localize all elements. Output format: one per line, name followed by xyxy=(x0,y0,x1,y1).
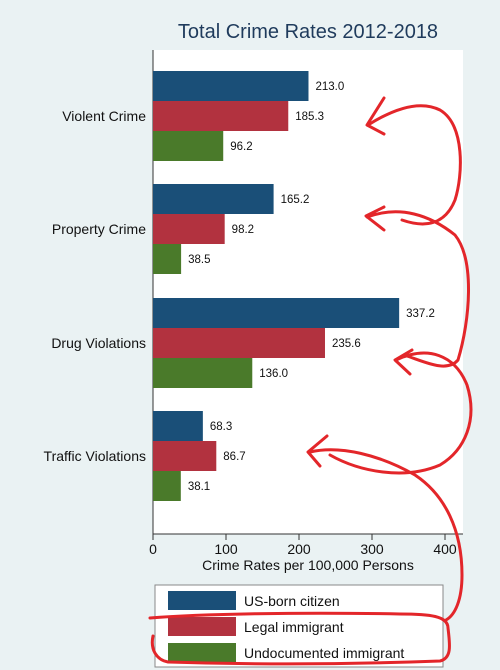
x-tick-label-200: 200 xyxy=(287,541,311,557)
red-annotations xyxy=(148,96,473,666)
category-labels: Violent Crime Property Crime Drug Violatio… xyxy=(44,108,147,464)
value-label-violent-crime-undocumented-immigrant: 96.2 xyxy=(230,141,252,153)
value-label-violent-crime-legal-immigrant: 185.3 xyxy=(295,111,324,123)
value-label-property-crime-legal-immigrant: 98.2 xyxy=(232,224,254,236)
arrow-to-drug-violations xyxy=(328,348,473,475)
value-label-property-crime-us-born-citizen: 165.2 xyxy=(281,194,310,206)
x-ticks: 0 100 200 300 400 xyxy=(149,534,457,557)
x-tick-label-0: 0 xyxy=(149,541,157,557)
value-label-drug-violations-undocumented-immigrant: 136.0 xyxy=(259,368,288,380)
legend-swatch-us-born-citizen xyxy=(168,591,236,610)
bar-traffic-violations-undocumented-immigrant xyxy=(153,471,181,501)
value-label-drug-violations-us-born-citizen: 337.2 xyxy=(406,308,435,320)
legend-swatch-undocumented-immigrant xyxy=(168,643,236,662)
value-label-drug-violations-legal-immigrant: 235.6 xyxy=(332,338,361,350)
x-tick-label-100: 100 xyxy=(214,541,238,557)
legend-label-us-born-citizen: US-born citizen xyxy=(244,593,340,609)
bar-drug-violations-legal-immigrant xyxy=(153,328,325,358)
bar-drug-violations-us-born-citizen xyxy=(153,298,400,328)
x-tick-label-400: 400 xyxy=(433,541,457,557)
value-label-traffic-violations-undocumented-immigrant: 38.1 xyxy=(188,481,210,493)
x-tick-label-300: 300 xyxy=(360,541,384,557)
bar-violent-crime-us-born-citizen xyxy=(153,71,309,101)
legend-circle xyxy=(148,611,452,666)
category-label-drug-violations: Drug Violations xyxy=(51,335,146,351)
value-label-property-crime-undocumented-immigrant: 38.5 xyxy=(188,254,210,266)
arrow-to-property-crime xyxy=(364,205,470,368)
bar-violent-crime-legal-immigrant xyxy=(153,101,289,131)
value-label-traffic-violations-us-born-citizen: 68.3 xyxy=(210,421,232,433)
legend: US-born citizen Legal immigrant Undocument… xyxy=(168,591,404,662)
x-axis-label: Crime Rates per 100,000 Persons xyxy=(202,557,414,573)
value-label-traffic-violations-legal-immigrant: 86.7 xyxy=(223,451,245,463)
legend-swatch-legal-immigrant xyxy=(168,617,236,636)
legend-label-legal-immigrant: Legal immigrant xyxy=(244,619,344,635)
bar-drug-violations-undocumented-immigrant xyxy=(153,358,253,388)
legend-label-undocumented-immigrant: Undocumented immigrant xyxy=(244,645,404,661)
bar-traffic-violations-us-born-citizen xyxy=(153,411,203,441)
bars xyxy=(153,71,400,501)
bar-property-crime-undocumented-immigrant xyxy=(153,244,182,274)
category-label-property-crime: Property Crime xyxy=(52,221,146,237)
category-label-traffic-violations: Traffic Violations xyxy=(44,448,146,464)
bar-traffic-violations-legal-immigrant xyxy=(153,441,217,471)
category-label-violent-crime: Violent Crime xyxy=(62,108,146,124)
bar-property-crime-legal-immigrant xyxy=(153,214,225,244)
value-label-violent-crime-us-born-citizen: 213.0 xyxy=(315,81,344,93)
value-labels: 213.0 185.3 96.2 165.2 98.2 38.5 337.2 235.6 136… xyxy=(188,81,435,493)
bar-violent-crime-undocumented-immigrant xyxy=(153,131,224,161)
bar-property-crime-us-born-citizen xyxy=(153,184,274,214)
chart-title: Total Crime Rates 2012-2018 xyxy=(178,21,438,43)
arrow-to-traffic-violations xyxy=(306,434,464,622)
